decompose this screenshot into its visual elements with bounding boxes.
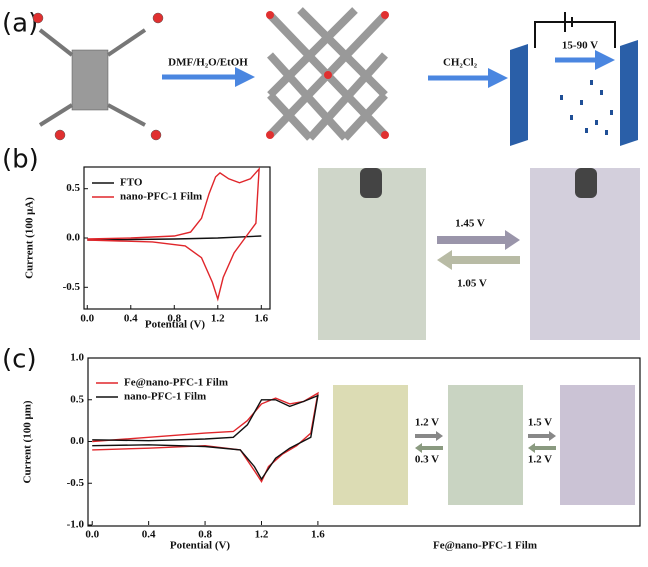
caption: Fe@nano-PFC-1 Film	[433, 540, 537, 552]
voltage-label: 0.3 V	[415, 454, 439, 466]
series-line	[87, 167, 260, 302]
y-tick-label: -0.5	[63, 281, 81, 293]
voltage-label: 1.45 V	[455, 218, 485, 230]
y-tick-label: 1.0	[70, 352, 84, 364]
arrow	[415, 443, 443, 453]
photo	[560, 385, 635, 505]
legend-label: nano-PFC-1 Film	[124, 391, 206, 403]
series-line	[87, 235, 262, 241]
molecule	[32, 12, 164, 141]
y-tick-label: 0.0	[66, 232, 80, 244]
x-tick-label: 0.4	[142, 529, 156, 541]
photo	[448, 385, 523, 505]
voltage-label: 1.05 V	[457, 278, 487, 290]
x-tick-label: 0.4	[124, 313, 138, 325]
y-tick-label: 0.0	[70, 435, 84, 447]
series-line	[92, 394, 319, 481]
panel-label: (b)	[2, 145, 39, 175]
legend-label: FTO	[120, 177, 143, 189]
voltage-label: 1.2 V	[528, 454, 552, 466]
electrodes	[510, 12, 638, 146]
x-tick-label: 0.8	[167, 313, 181, 325]
voltage-label: 1.2 V	[415, 417, 439, 429]
framework	[266, 7, 389, 143]
step-label: DMF/H₂O/EtOH	[168, 57, 248, 69]
voltage-label: 15-90 V	[562, 40, 598, 52]
y-tick-label: 0.5	[66, 182, 80, 194]
legend-label: Fe@nano-PFC-1 Film	[124, 377, 228, 389]
x-tick-label: 0.0	[80, 313, 94, 325]
photo	[333, 385, 408, 505]
y-tick-label: -1.0	[67, 519, 85, 531]
y-tick-label: 0.5	[70, 393, 84, 405]
x-tick-label: 0.0	[85, 529, 99, 541]
arrow	[415, 431, 443, 441]
x-tick-label: 1.6	[254, 313, 268, 325]
clip	[575, 168, 597, 198]
panel-label: (a)	[2, 9, 38, 39]
arrow	[437, 250, 520, 270]
arrow	[528, 443, 556, 453]
x-tick-label: 1.2	[255, 529, 269, 541]
clip	[360, 168, 382, 198]
y-axis-label: Current (100 μm)	[22, 400, 34, 483]
voltage-label: 1.5 V	[528, 417, 552, 429]
legend-label: nano-PFC-1 Film	[120, 191, 202, 203]
x-axis-label: Potential (V)	[145, 319, 206, 331]
y-axis-label: Current (100 μA)	[24, 197, 36, 279]
x-axis-label: Potential (V)	[170, 540, 231, 552]
step-label: CH₂Cl₂	[443, 57, 478, 69]
panel-label: (c)	[2, 345, 37, 375]
y-tick-label: -0.5	[67, 477, 85, 489]
arrow	[437, 230, 520, 250]
x-tick-label: 1.2	[211, 313, 225, 325]
arrow	[528, 431, 556, 441]
x-tick-label: 1.6	[311, 529, 325, 541]
series-line	[92, 391, 319, 484]
x-tick-label: 0.8	[198, 529, 212, 541]
